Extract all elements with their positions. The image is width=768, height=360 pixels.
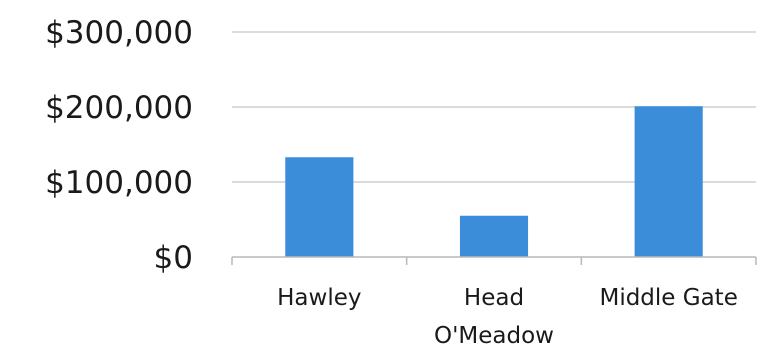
y-tick-label: $100,000 [45, 165, 193, 201]
bar [285, 157, 354, 257]
bars [285, 106, 703, 257]
x-tick-label-line: Head [464, 285, 524, 311]
x-tick-label: Head O'Meadow [434, 285, 554, 349]
y-axis-tick-labels: $0 $100,000 $200,000 $300,000 [45, 15, 193, 276]
x-tick-label-line: Middle Gate [599, 285, 737, 311]
x-tick-label-line: Hawley [277, 285, 361, 311]
y-tick-label: $0 [154, 240, 193, 276]
x-tick-label: Hawley [277, 285, 361, 311]
x-axis-tick-labels: Hawley Head O'Meadow Middle Gate [277, 285, 738, 349]
bar [634, 106, 703, 257]
y-tick-label: $300,000 [45, 15, 193, 51]
bar [459, 215, 529, 257]
x-tick-label-line: O'Meadow [434, 323, 554, 349]
x-tick-label: Middle Gate [599, 285, 737, 311]
y-tick-label: $200,000 [45, 90, 193, 126]
x-axis [231, 256, 757, 265]
